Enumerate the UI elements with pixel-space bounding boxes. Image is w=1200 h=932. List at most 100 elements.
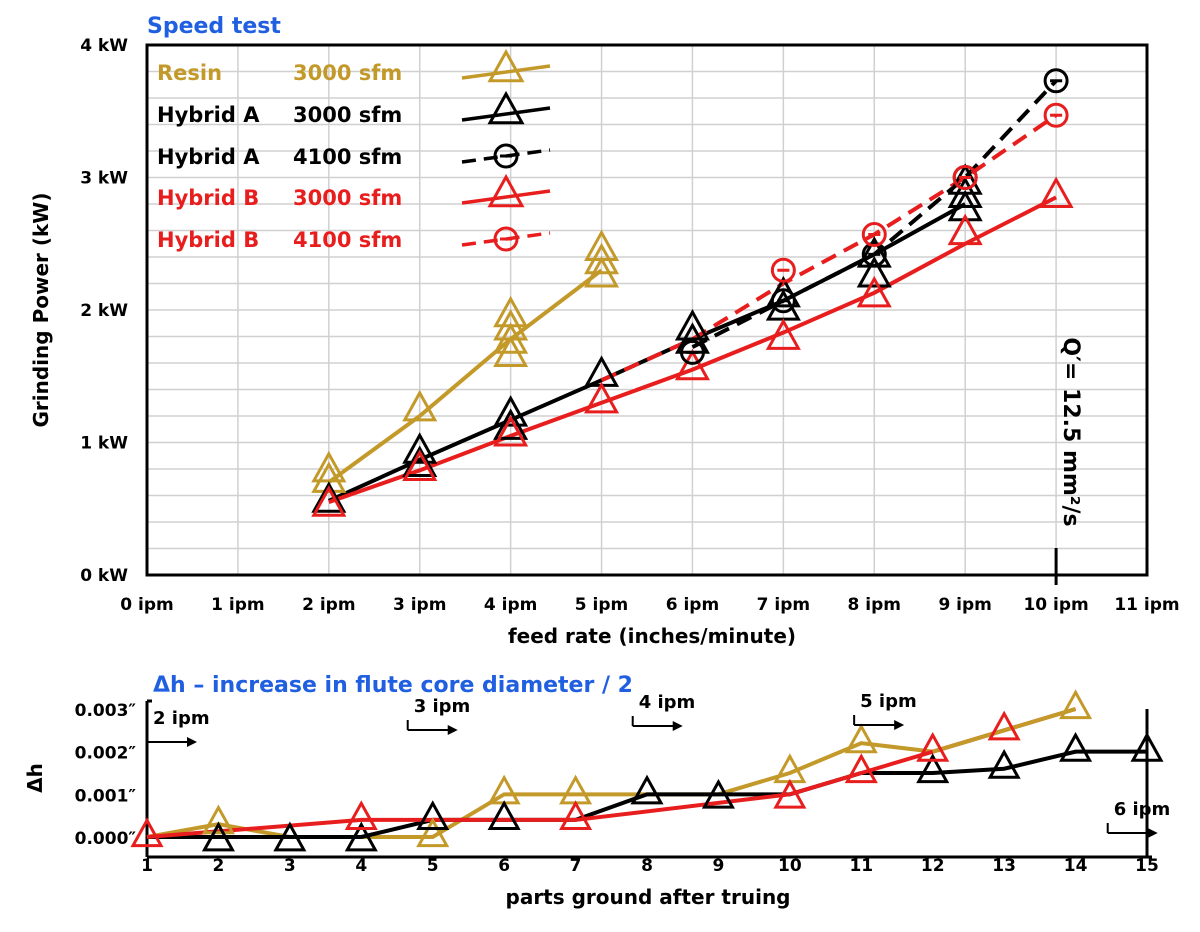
legend-line: [461, 189, 551, 205]
data-point-circle: [1043, 68, 1069, 94]
top-chart-title: Speed test: [147, 14, 281, 39]
bottom-x-tick-label: 11: [849, 856, 873, 876]
data-point-triangle: [311, 485, 347, 517]
data-point-circle-ring: [770, 257, 796, 283]
legend-speed: 4100 sfm: [293, 228, 402, 252]
feed-label: 6 ipm: [1114, 799, 1171, 820]
data-point-triangle: [402, 445, 438, 478]
bottom-data-point-triangle: [844, 753, 878, 784]
q-prime-label: Q′= 12.5 mm²/s: [1058, 337, 1083, 526]
data-point-triangle: [856, 255, 892, 288]
bottom-x-tick-label: 14: [1064, 856, 1088, 876]
feed-marker: 2 ipm: [146, 708, 210, 747]
bottom-markers-layer: [130, 689, 1164, 852]
data-point-triangle: [311, 481, 347, 513]
data-point-triangle: [765, 318, 801, 350]
data-point-triangle: [947, 213, 983, 246]
x-tick-label: 9 ipm: [938, 595, 991, 615]
bottom-x-tick-label: 4: [355, 856, 367, 876]
feed-label: 5 ipm: [860, 691, 917, 712]
data-point-triangle: [674, 348, 711, 381]
bottom-y-axis-label: Δh: [23, 763, 47, 793]
bottom-data-point-triangle: [201, 804, 235, 835]
data-point-triangle: [493, 322, 529, 354]
bottom-x-tick-label: 15: [1135, 856, 1159, 876]
bottom-y-tick-label: 0.000″: [75, 829, 137, 849]
bottom-x-tick-label: 3: [284, 856, 296, 876]
x-tick-label: 11 ipm: [1114, 595, 1179, 615]
legend-name: Hybrid A: [157, 103, 260, 127]
x-tick-label: 2 ipm: [302, 595, 355, 615]
x-tick-label: 1 ipm: [211, 595, 264, 615]
legend-speed: 4100 sfm: [293, 145, 402, 169]
bottom-x-tick-label: 2: [213, 856, 225, 876]
top-gridlines: [147, 45, 1147, 575]
data-point-triangle: [947, 189, 983, 222]
y-tick-label: 2 kW: [80, 301, 128, 321]
y-tick-label: 4 kW: [80, 36, 128, 56]
data-point-circle: [861, 241, 887, 267]
bottom-x-tick-label: 9: [713, 856, 725, 876]
bottom-y-tick-label: 0.002″: [75, 744, 137, 764]
data-point-circle: [952, 165, 978, 190]
bottom-data-point-triangle: [916, 731, 950, 762]
top-markers-layer: [311, 68, 1074, 517]
data-point-triangle: [947, 176, 983, 209]
x-tick-label: 7 ipm: [757, 595, 810, 615]
y-tick-label: 1 kW: [80, 434, 128, 454]
y-tick-label: 3 kW: [80, 169, 128, 189]
feed-label-bg: [405, 695, 484, 717]
legend-name: Resin: [157, 61, 222, 85]
bottom-data-point-triangle: [344, 800, 378, 831]
feed-arrowhead: [672, 721, 683, 731]
y-tick-label: 0 kW: [80, 566, 128, 586]
feed-label: 3 ipm: [414, 696, 471, 717]
top-y-axis-label: Grinding Power (kW): [29, 193, 53, 428]
top-x-tick-labels: 0 ipm 1 ipm 2 ipm 3 ipm 4 ipm 5 ipm 6 ipm 7 ipm…: [120, 595, 1179, 615]
data-point-triangle: [402, 432, 438, 464]
q-prime-annotation: Q′= 12.5 mm²/s: [1054, 337, 1083, 585]
bottom-data-point-triangle: [201, 821, 235, 852]
data-point-circle-ring: [861, 221, 887, 247]
legend-name: Hybrid B: [157, 186, 259, 210]
bottom-data-point-triangle: [1059, 689, 1093, 720]
feed-marker: 4 ipm: [630, 691, 709, 731]
top-y-tick-labels: 0 kW 1 kW 2 kW 3 kW 4 kW: [80, 36, 128, 586]
data-point-triangle: [493, 335, 529, 368]
bottom-data-point-triangle: [487, 800, 521, 831]
bottom-y-tick-labels: 0.000″ 0.001″ 0.002″ 0.003″: [75, 701, 137, 849]
bottom-data-point-triangle: [773, 778, 807, 809]
legend-circle: [493, 226, 519, 252]
series-line: [327, 268, 603, 484]
x-tick-label: 8 ipm: [848, 595, 901, 615]
x-tick-label: 10 ipm: [1023, 595, 1088, 615]
bottom-data-point-triangle: [559, 800, 593, 831]
bottom-y-tick-label: 0.001″: [75, 786, 137, 806]
legend-triangle: [487, 90, 525, 125]
legend-circle-ring: [493, 143, 519, 169]
bottom-data-point-triangle: [987, 749, 1021, 779]
legend-circle-ring: [493, 226, 519, 252]
bottom-x-axis-label: parts ground after truing: [506, 885, 791, 909]
data-point-circle: [770, 288, 796, 314]
legend-speed: 3000 sfm: [293, 61, 402, 85]
bottom-x-tick-labels: 1 2 3 4 5 6 7 8 9 10 11 12 13 14 15: [141, 856, 1159, 876]
legend-name: Hybrid A: [157, 145, 260, 169]
x-tick-label: 0 ipm: [120, 595, 173, 615]
data-point-triangle: [311, 461, 347, 493]
bottom-x-tick-label: 8: [641, 856, 653, 876]
feed-arrowhead: [1147, 828, 1158, 838]
data-point-circle: [861, 221, 887, 247]
bottom-x-tick-label: 1: [141, 856, 153, 876]
data-point-triangle: [402, 449, 438, 482]
bottom-x-tick-label: 7: [570, 856, 582, 876]
data-point-triangle: [311, 450, 347, 483]
bottom-data-point-triangle: [701, 778, 735, 809]
data-point-triangle: [856, 275, 892, 308]
bottom-data-point-triangle: [344, 821, 378, 852]
bottom-x-tick-label: 13: [992, 856, 1016, 876]
feed-marker: 5 ipm: [852, 690, 931, 730]
legend-circle: [493, 143, 519, 169]
data-point-triangle: [583, 255, 620, 288]
